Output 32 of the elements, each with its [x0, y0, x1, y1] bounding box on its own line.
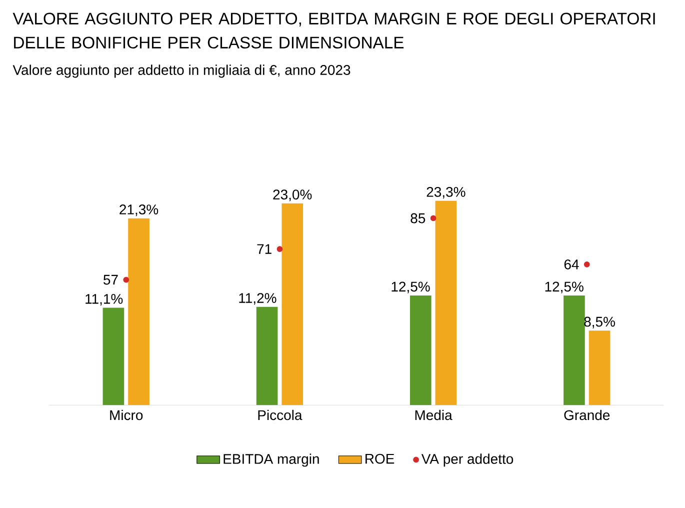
- data-label: 11,1%: [86, 294, 123, 306]
- point: [430, 215, 436, 222]
- bar: [564, 296, 585, 406]
- point: [123, 276, 130, 283]
- data-label: 71: [257, 244, 272, 254]
- x-tick-label: Media: [415, 410, 452, 420]
- data-label: 23,0%: [273, 190, 312, 202]
- bar: [128, 218, 150, 406]
- chart-title: VALORE AGGIUNTO PER ADDETTO, EBITDA MARGIN E ROE DEGLI OPERATORI DELLE BONIFICHE PER CLASSE DIMENSIONALE: [12, 12, 655, 49]
- chart-subtitle: Valore aggiunto per addetto in migliaia di €, anno 2023: [12, 64, 350, 78]
- data-label: 57: [104, 275, 118, 285]
- bar: [282, 204, 304, 406]
- x-tick-label: Grande: [564, 410, 610, 420]
- x-tick-label: Piccola: [258, 410, 302, 420]
- legend-label: EBITDA margin: [224, 454, 319, 467]
- bar: [588, 330, 610, 406]
- data-label: 85: [410, 213, 426, 224]
- data-label: 23,3%: [426, 187, 466, 199]
- point: [276, 246, 283, 252]
- point: [584, 262, 590, 268]
- legend-label: ROE: [366, 454, 394, 464]
- bar: [435, 200, 457, 406]
- x-tick-label: Micro: [110, 410, 143, 420]
- data-label: 21,3%: [120, 204, 158, 216]
- data-label: 64: [564, 260, 579, 270]
- bar: [256, 307, 278, 406]
- data-label: 11,2%: [239, 293, 276, 305]
- data-label: 12,5%: [392, 282, 430, 294]
- legend-label: VA per addetto: [421, 454, 514, 467]
- data-label: 12,5%: [545, 282, 584, 294]
- bar: [410, 296, 432, 406]
- bar: [102, 308, 124, 406]
